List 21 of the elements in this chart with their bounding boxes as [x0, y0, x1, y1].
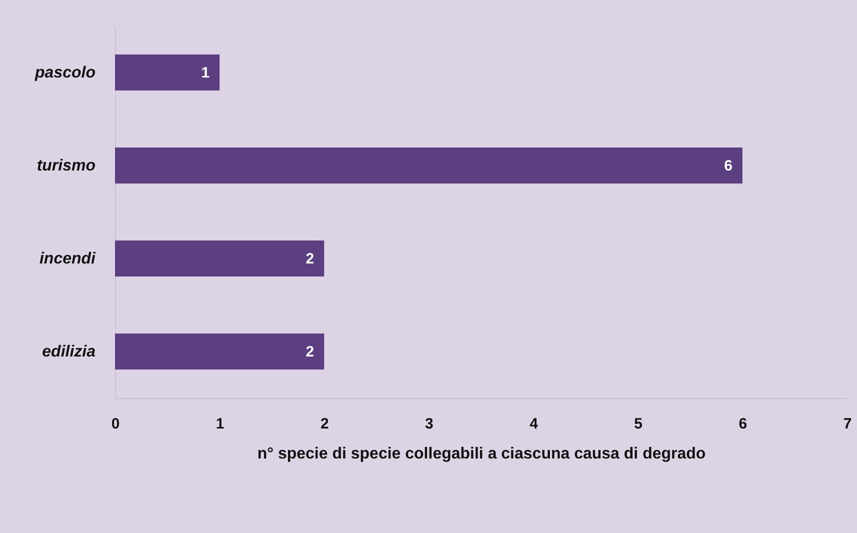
- y-tick-label: turismo: [36, 158, 96, 174]
- x-tick-label: 7: [843, 416, 852, 432]
- x-tick-label: 5: [634, 416, 643, 432]
- x-axis-title: n° specie di specie collegabili a ciascuna causa di degrado: [257, 446, 706, 462]
- bar: [115, 240, 324, 276]
- x-tick-label: 3: [425, 416, 434, 432]
- x-tick-label: 4: [530, 416, 539, 432]
- data-label: 1: [201, 64, 210, 82]
- data-label: 2: [306, 344, 314, 360]
- data-label: 6: [724, 158, 732, 174]
- x-tick-label: 2: [320, 416, 329, 432]
- bar: [115, 54, 220, 90]
- bar: [115, 148, 742, 184]
- y-tick-label: incendi: [39, 250, 96, 268]
- x-tick-label: 1: [216, 416, 224, 432]
- data-label: 2: [306, 250, 314, 268]
- x-tick-label: 0: [111, 416, 120, 432]
- y-tick-label: edilizia: [42, 344, 96, 360]
- bar: [115, 334, 324, 370]
- y-tick-label: pascolo: [34, 64, 96, 82]
- x-tick-label: 6: [738, 416, 748, 432]
